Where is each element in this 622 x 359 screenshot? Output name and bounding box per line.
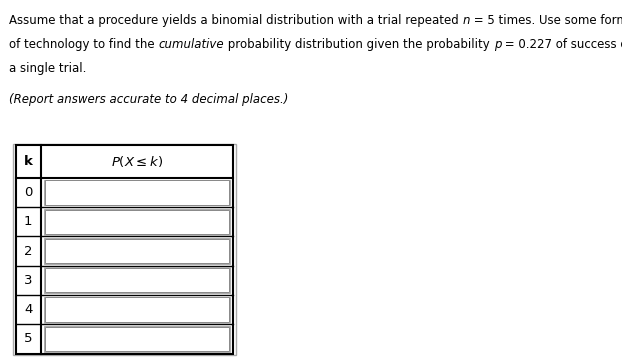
Text: 1: 1 [24,215,32,228]
Bar [45,268,229,293]
Bar [45,180,229,205]
Text: 3: 3 [24,274,32,287]
Bar [16,145,233,354]
Text: $\mathit{P}(\mathit{X} \leq \mathit{k})$: $\mathit{P}(\mathit{X} \leq \mathit{k})$ [111,154,163,169]
Bar [45,239,229,263]
Bar [44,267,230,293]
Bar [45,210,229,234]
Bar [44,297,230,322]
Text: = 0.227 of success on: = 0.227 of success on [501,38,622,51]
Text: 5: 5 [24,332,32,345]
Text: = 5 times. Use some form: = 5 times. Use some form [470,14,622,27]
Text: (Report answers accurate to 4 decimal places.): (Report answers accurate to 4 decimal pl… [9,93,289,106]
Text: 4: 4 [24,303,32,316]
Text: n: n [463,14,470,27]
Text: of technology to find the: of technology to find the [9,38,159,51]
Bar [44,180,230,205]
Bar [44,238,230,264]
Text: k: k [24,155,32,168]
Text: probability distribution given the probability: probability distribution given the proba… [225,38,494,51]
Text: p: p [494,38,501,51]
Text: 2: 2 [24,244,32,257]
Bar [44,209,230,234]
Bar [44,326,230,352]
Text: a single trial.: a single trial. [9,62,86,75]
Bar [45,327,229,351]
Text: cumulative: cumulative [159,38,225,51]
Text: Assume that a procedure yields a binomial distribution with a trial repeated: Assume that a procedure yields a binomia… [9,14,463,27]
Bar [45,298,229,322]
Bar [13,144,236,355]
Text: 0: 0 [24,186,32,199]
